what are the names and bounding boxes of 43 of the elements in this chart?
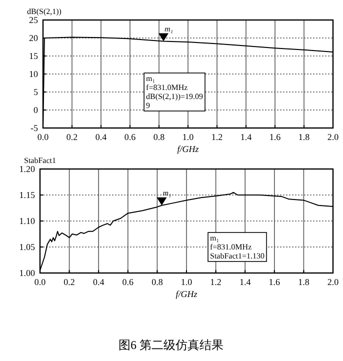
x-tick-label: 1.0 (180, 277, 193, 287)
x-tick-label: 2.0 (327, 277, 340, 287)
y-tick-label: 25 (29, 15, 38, 25)
x-axis-title: f/GHz (176, 289, 198, 299)
x-tick-label: 0.0 (34, 277, 46, 287)
x-tick-label: 0.6 (122, 277, 134, 287)
x-tick-label: 2.0 (327, 132, 340, 142)
x-tick-label: 0.4 (95, 132, 108, 142)
x-tick-label: 0.2 (64, 277, 75, 287)
annotation: m₁ (162, 188, 172, 198)
y-axis-title: dB(S(2,1)) (27, 7, 62, 16)
x-tick-label: 1.4 (240, 132, 252, 142)
x-tick-label: 1.6 (268, 277, 281, 287)
x-tick-label: 0.6 (124, 132, 136, 142)
x-tick-label: 0.0 (37, 132, 50, 142)
annotation: m₁ f=831.0MHz dB(S(2,1))=19.09 9 (146, 74, 204, 110)
y-tick-label: 1.20 (19, 164, 36, 174)
annotation: m₁ (164, 24, 174, 34)
y-axis-title: StabFact1 (24, 156, 56, 165)
x-tick-label: 1.8 (298, 277, 310, 287)
x-tick-label: 0.8 (152, 277, 164, 287)
x-tick-label: 1.4 (239, 277, 252, 287)
x-tick-label: 1.2 (210, 277, 222, 287)
y-tick-label: 15 (29, 51, 38, 61)
y-tick-label: 1.15 (19, 190, 36, 200)
x-tick-label: 1.0 (182, 132, 194, 142)
x-axis-title: f/GHz (177, 144, 200, 154)
annotation: m₁ f=831.0MHz StabFact1=1.130 (210, 233, 265, 260)
y-tick-label: 1.10 (19, 216, 36, 226)
x-tick-label: 1.6 (269, 132, 282, 142)
y-tick-label: 1.05 (19, 242, 36, 252)
y-tick-label: 1.00 (19, 268, 36, 278)
x-tick-label: 1.8 (298, 132, 310, 142)
x-tick-label: 1.2 (211, 132, 223, 142)
x-tick-label: 0.4 (92, 277, 105, 287)
y-tick-label: 20 (29, 33, 38, 43)
y-tick-label: 0 (34, 105, 38, 115)
y-tick-label: 10 (29, 69, 38, 79)
y-tick-label: 5 (34, 87, 38, 97)
caption: 图6 第二级仿真结果 (118, 338, 224, 352)
x-tick-label: 0.2 (66, 132, 78, 142)
y-tick-label: -5 (30, 123, 38, 133)
x-tick-label: 0.8 (153, 132, 166, 142)
